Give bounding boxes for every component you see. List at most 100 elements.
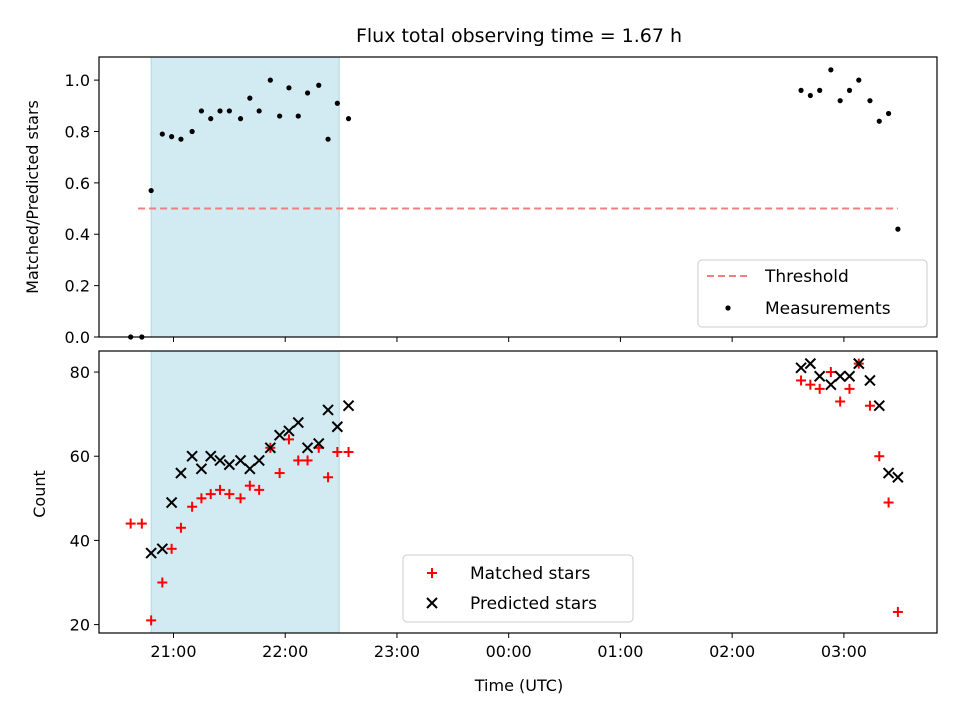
- predicted-stars-point: [156, 543, 169, 555]
- ratio-shaded-span: [150, 56, 340, 338]
- matched-stars-point: [215, 484, 226, 495]
- matched-stars-point: [157, 577, 168, 588]
- matched-stars-point: [864, 400, 875, 411]
- measurement-point: [846, 87, 853, 93]
- predicted-stars-point: [273, 429, 286, 441]
- predicted-stars-point: [186, 450, 198, 462]
- count-y-axis-label: Count: [30, 470, 49, 518]
- ratio-panel: 0.0 0.2 0.4 0.6 0.8 1.0 Threshold Measurements: [65, 56, 938, 347]
- x-tick-label: 21:00: [150, 642, 196, 661]
- matched-stars-point: [805, 379, 816, 390]
- measurement-point: [198, 108, 205, 114]
- matched-stars-point: [332, 447, 343, 458]
- count-y-tick-label: 80: [70, 363, 90, 382]
- legend-matched-label: Matched stars: [470, 564, 590, 584]
- ratio-y-tick-label: 0.2: [65, 277, 90, 296]
- measurement-point: [267, 77, 273, 83]
- predicted-stars-point: [292, 416, 304, 429]
- predicted-stars-point: [283, 425, 295, 437]
- matched-stars-point: [835, 396, 846, 407]
- measurement-point: [895, 226, 901, 232]
- count-y-tick-label: 60: [70, 447, 90, 466]
- measurement-point: [178, 136, 184, 142]
- predicted-stars-point: [825, 378, 837, 391]
- measurement-point: [217, 108, 223, 114]
- measurement-point: [208, 116, 214, 122]
- x-tick-label: 02:00: [709, 642, 755, 661]
- predicted-stars-point: [843, 370, 856, 382]
- matched-stars-point: [274, 468, 285, 479]
- predicted-stars-point: [892, 471, 904, 483]
- measurement-point: [295, 113, 301, 119]
- x-tick-label: 23:00: [374, 642, 420, 661]
- count-panel: 20 40 60 80 21:00 22:00 23:00 00:00 01:00 02:00 03…: [70, 350, 938, 661]
- predicted-stars-point: [175, 467, 187, 479]
- matched-stars-point: [196, 493, 207, 504]
- x-tick-label: 03:00: [821, 642, 867, 661]
- predicted-stars-point: [253, 454, 265, 467]
- measurement-point: [316, 82, 322, 88]
- count-plot-frame: [98, 350, 938, 634]
- ratio-y-tick-label: 0.0: [65, 328, 90, 347]
- predicted-stars-point: [864, 374, 876, 387]
- chart-title: Flux total observing time = 1.67 h: [356, 25, 682, 47]
- matched-stars-point: [874, 451, 885, 462]
- count-legend-box: [402, 554, 634, 623]
- measurement-point: [345, 116, 352, 122]
- x-tick-label: 00:00: [486, 642, 532, 661]
- predicted-stars-point: [331, 421, 344, 433]
- measurement-point: [237, 116, 244, 122]
- measurement-point: [189, 128, 195, 135]
- predicted-stars-point: [301, 442, 314, 454]
- matched-stars-point: [814, 383, 825, 394]
- predicted-stars-point: [342, 400, 355, 412]
- matched-stars-point: [302, 455, 313, 466]
- count-shaded-span: [150, 350, 340, 634]
- measurement-point: [277, 113, 283, 119]
- matched-stars-point: [283, 434, 294, 445]
- matched-stars-point: [187, 501, 198, 512]
- ratio-y-tick-label: 0.8: [65, 122, 90, 141]
- matched-stars-point: [844, 383, 855, 394]
- ratio-y-tick-label: 0.4: [65, 225, 90, 244]
- predicted-stars-point: [853, 357, 865, 370]
- measurement-point: [226, 108, 232, 114]
- measurement-point: [807, 92, 813, 99]
- measurement-point: [828, 67, 834, 73]
- matched-stars-point: [136, 518, 147, 529]
- ratio-legend-box: [697, 259, 928, 328]
- matched-stars-point: [883, 497, 894, 508]
- measurement-point: [798, 87, 804, 93]
- predicted-stars-point: [223, 458, 236, 471]
- measurement-point: [856, 77, 862, 83]
- matched-stars-point: [254, 484, 265, 495]
- predicted-stars-point: [205, 450, 217, 462]
- x-tick-label: 22:00: [262, 642, 308, 661]
- predicted-stars-point: [873, 400, 885, 412]
- matched-stars-point: [175, 522, 186, 533]
- measurement-point: [334, 100, 340, 106]
- predicted-stars-point: [834, 370, 846, 382]
- count-legend: Matched stars Predicted stars: [402, 554, 634, 623]
- measurement-point: [256, 108, 262, 114]
- x-axis-label: Time (UTC): [474, 676, 563, 695]
- matched-stars-point: [323, 472, 334, 483]
- matched-stars-point: [146, 615, 157, 626]
- measurement-point: [247, 95, 253, 101]
- measurement-point: [169, 134, 175, 140]
- measurement-point: [876, 118, 882, 124]
- measurement-point: [817, 87, 823, 93]
- matched-stars-point: [235, 493, 246, 504]
- matched-stars-point: [244, 480, 255, 491]
- predicted-stars-point: [313, 437, 325, 450]
- ratio-plot-frame: [98, 56, 938, 338]
- predicted-stars-point: [804, 357, 817, 370]
- legend-threshold-label: Threshold: [764, 267, 849, 287]
- predicted-stars-point: [264, 442, 277, 454]
- predicted-stars-point: [234, 454, 247, 467]
- ratio-y-tick-label: 1.0: [65, 71, 90, 90]
- ratio-y-axis-label: Matched/Predicted stars: [23, 100, 42, 294]
- predicted-stars-point: [813, 370, 826, 382]
- matched-stars-point: [205, 489, 216, 500]
